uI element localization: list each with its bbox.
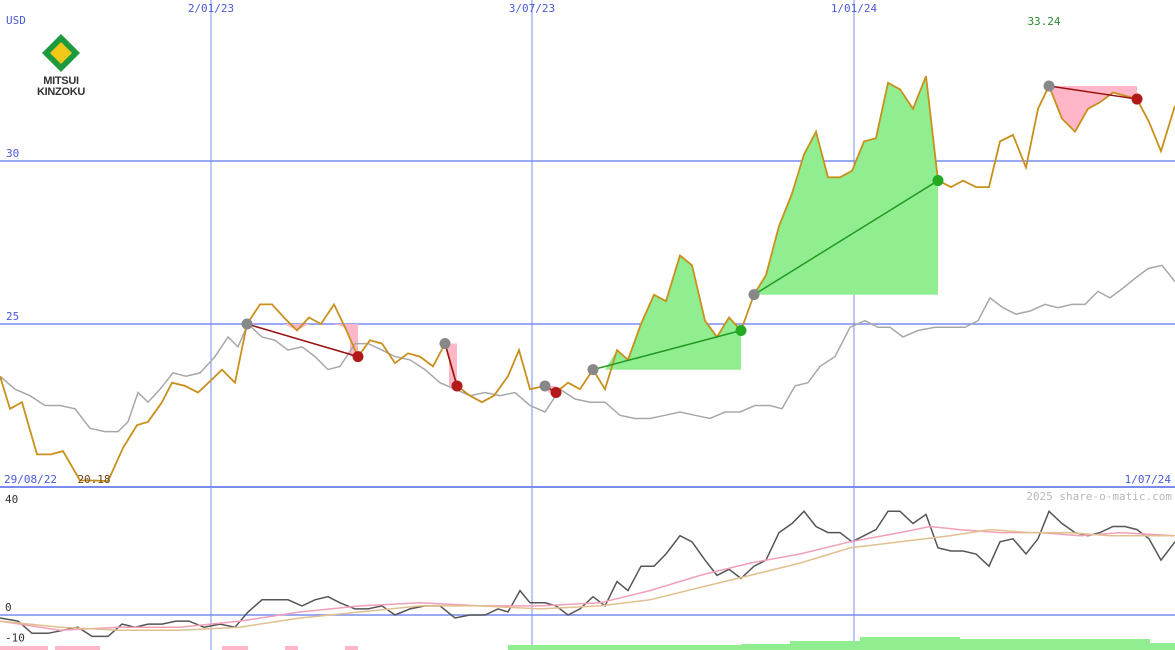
loss-region xyxy=(247,324,358,357)
trade-entry-marker xyxy=(1043,80,1055,92)
x-tick-label: 2/01/23 xyxy=(188,2,234,15)
x-range-end-label: 1/07/24 xyxy=(1125,473,1172,486)
trade-exit-marker xyxy=(550,386,562,398)
logo-text-line1: MITSUI xyxy=(43,75,79,87)
trade-entry-marker xyxy=(587,364,599,376)
trade-line xyxy=(444,343,458,387)
bottom-loss-bar xyxy=(55,646,100,650)
oscillator-y-tick-label: 40 xyxy=(5,493,18,506)
bottom-gain-bar xyxy=(508,645,593,650)
bottom-gain-bar xyxy=(1060,639,1150,650)
trade-entry-marker xyxy=(241,318,253,330)
bottom-loss-bar xyxy=(0,646,48,650)
oscillator-ma_long-line xyxy=(0,528,1175,632)
company-logo: MITSUI KINZOKU xyxy=(30,34,92,98)
x-tick-label: 3/07/23 xyxy=(509,2,555,15)
trade-line xyxy=(1048,85,1138,100)
loss-box xyxy=(449,343,457,386)
trade-line xyxy=(592,329,742,371)
bottom-loss-bar xyxy=(285,646,298,650)
min-price-label: 20.18 xyxy=(77,473,110,486)
trade-exit-marker xyxy=(932,175,944,187)
price-line xyxy=(0,75,1175,483)
gain-fill xyxy=(593,255,741,370)
x-tick-label: 1/01/24 xyxy=(831,2,878,15)
y-tick-label: 30 xyxy=(6,147,19,160)
bottom-loss-bar xyxy=(345,646,358,650)
trade-exit-marker xyxy=(451,380,463,392)
trade-exit-marker xyxy=(352,351,364,363)
oscillator-oscillator-line xyxy=(0,510,1175,638)
bottom-gain-bar xyxy=(1150,643,1175,650)
trade-entry-marker xyxy=(748,289,760,301)
oscillator-y-tick-label: -10 xyxy=(5,632,25,645)
bottom-loss-bar xyxy=(222,646,248,650)
trade-exit-marker xyxy=(735,325,747,337)
trade-exit-marker xyxy=(1131,93,1143,105)
trade-entry-marker xyxy=(439,338,451,350)
bottom-gain-bar xyxy=(790,641,860,650)
oscillator-ma_short-line xyxy=(0,525,1175,632)
loss-region xyxy=(1049,86,1137,132)
loss-box xyxy=(350,324,358,357)
watermark: 2025 share-o-matic.com xyxy=(1026,490,1172,503)
trade-line xyxy=(753,179,939,296)
gain-fill xyxy=(754,76,938,295)
oscillator-y-tick-label: 0 xyxy=(5,601,12,614)
y-tick-label: 25 xyxy=(6,310,19,323)
benchmark-line xyxy=(0,264,1175,433)
loss-box xyxy=(1129,86,1137,100)
bottom-gain-bar xyxy=(593,645,741,650)
x-range-start-label: 29/08/22 xyxy=(4,473,57,486)
logo-text-line2: KINZOKU xyxy=(36,86,85,98)
bottom-gain-bar xyxy=(860,637,960,650)
bottom-gain-bar xyxy=(960,639,1060,650)
max-price-label: 33.24 xyxy=(1027,15,1060,28)
bottom-gain-bar xyxy=(741,644,790,650)
currency-label: USD xyxy=(6,14,26,27)
trade-entry-marker xyxy=(539,380,551,392)
mitsui-kinzoku-diamond-logo xyxy=(42,34,80,72)
trade-line xyxy=(246,323,359,358)
